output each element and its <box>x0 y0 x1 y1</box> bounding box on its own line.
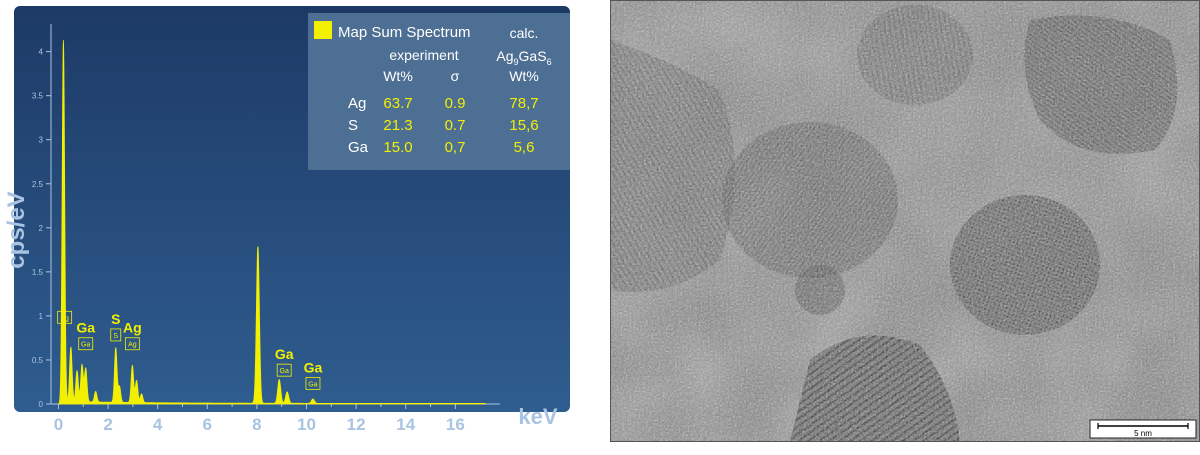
y-tick-label: 1.5 <box>32 268 44 277</box>
x-tick-label: 2 <box>103 415 112 434</box>
peak-label: Ga <box>275 346 294 362</box>
peak-label: Ga <box>304 359 323 375</box>
calc-header: calc. <box>510 25 539 41</box>
y-tick-label: 2.5 <box>32 180 44 189</box>
x-tick-label: 0 <box>54 415 63 434</box>
x-axis-label: keV <box>518 404 557 429</box>
peak-marker-box <box>110 328 122 342</box>
eds-spectrum-panel: 0 0.5 1 1.5 2 2.5 3 3.5 4 0 2 4 6 8 10 12 14 16 cps/eV k… <box>0 0 576 450</box>
x-tick-label: 12 <box>347 415 366 434</box>
peak-label: Ag <box>123 320 142 336</box>
scale-bar-label: 5 nm <box>1134 429 1152 438</box>
peak-marker-text: Ga <box>81 342 90 349</box>
y-tick-label: 0 <box>39 400 44 409</box>
peak-marker-text: Ag <box>60 315 69 322</box>
tem-micrograph-panel: 5 nm <box>610 0 1200 442</box>
row-element: Ag <box>348 95 366 112</box>
row-sigma: 0.9 <box>445 95 466 112</box>
x-tick-label: 4 <box>153 415 163 434</box>
row-calc-wt: 78,7 <box>509 95 538 112</box>
calc-formula: Ag9GaS6 <box>496 48 551 67</box>
col-header-calc-wt: Wt% <box>509 68 539 84</box>
x-axis: 0 2 4 6 8 10 12 14 16 <box>54 404 465 434</box>
row-calc-wt: 5,6 <box>514 139 535 156</box>
x-tick-label: 10 <box>297 415 316 434</box>
y-axis-label: cps/eV <box>3 191 30 268</box>
y-tick-label: 3.5 <box>32 92 44 101</box>
col-header-sigma: σ <box>451 68 460 84</box>
y-tick-label: 2 <box>39 224 44 233</box>
row-element: S <box>348 117 358 134</box>
spectrum-series <box>58 40 486 405</box>
tem-micrograph: 5 nm <box>610 0 1200 442</box>
x-tick-label: 16 <box>446 415 465 434</box>
x-tick-label: 6 <box>203 415 212 434</box>
row-wt: 21.3 <box>383 117 412 134</box>
row-wt: 15.0 <box>383 139 412 156</box>
row-sigma: 0.7 <box>445 117 466 134</box>
peak-marker-text: Ga <box>280 368 289 375</box>
y-tick-label: 4 <box>39 48 44 57</box>
row-wt: 63.7 <box>383 95 412 112</box>
row-calc-wt: 15,6 <box>509 117 538 134</box>
peak-label: Ga <box>76 320 95 336</box>
scale-bar-box <box>1089 419 1197 439</box>
row-element: Ga <box>348 139 369 156</box>
y-tick-label: 3 <box>39 136 44 145</box>
peak-marker-text: S <box>113 333 118 340</box>
peak-marker-box <box>305 376 321 390</box>
scale-bar: 5 nm <box>1089 419 1197 439</box>
peak-marker-text: Ag <box>128 342 137 349</box>
tem-noise-overlay <box>610 0 1200 442</box>
y-tick-label: 1 <box>39 312 44 321</box>
y-axis: 0 0.5 1 1.5 2 2.5 3 3.5 4 <box>32 24 52 409</box>
y-tick-label: 0.5 <box>32 356 44 365</box>
legend-label: Map Sum Spectrum <box>338 24 471 41</box>
results-table-background <box>308 13 570 170</box>
peak-marker-box <box>78 337 94 351</box>
x-tick-label: 14 <box>396 415 415 434</box>
peak-marker-box <box>57 310 73 324</box>
experiment-header: experiment <box>389 47 458 63</box>
results-table: Map Sum Spectrum experiment calc. Ag9GaS… <box>308 13 570 170</box>
peak-marker-box <box>276 363 292 377</box>
peak-marker-box <box>124 337 140 351</box>
col-header-wt: Wt% <box>383 68 413 84</box>
peak-marker-text: Ga <box>308 381 317 388</box>
legend-swatch <box>314 21 332 39</box>
peak-label: S <box>111 311 120 327</box>
x-tick-label: 8 <box>252 415 261 434</box>
table-rows: Ag 63.7 0.9 78,7 S 21.3 0.7 15,6 Ga 15.0 0,7 5,6 <box>348 95 539 156</box>
eds-spectrum-chart: 0 0.5 1 1.5 2 2.5 3 3.5 4 0 2 4 6 8 10 12 14 16 cps/eV k… <box>0 0 576 450</box>
row-sigma: 0,7 <box>445 139 466 156</box>
